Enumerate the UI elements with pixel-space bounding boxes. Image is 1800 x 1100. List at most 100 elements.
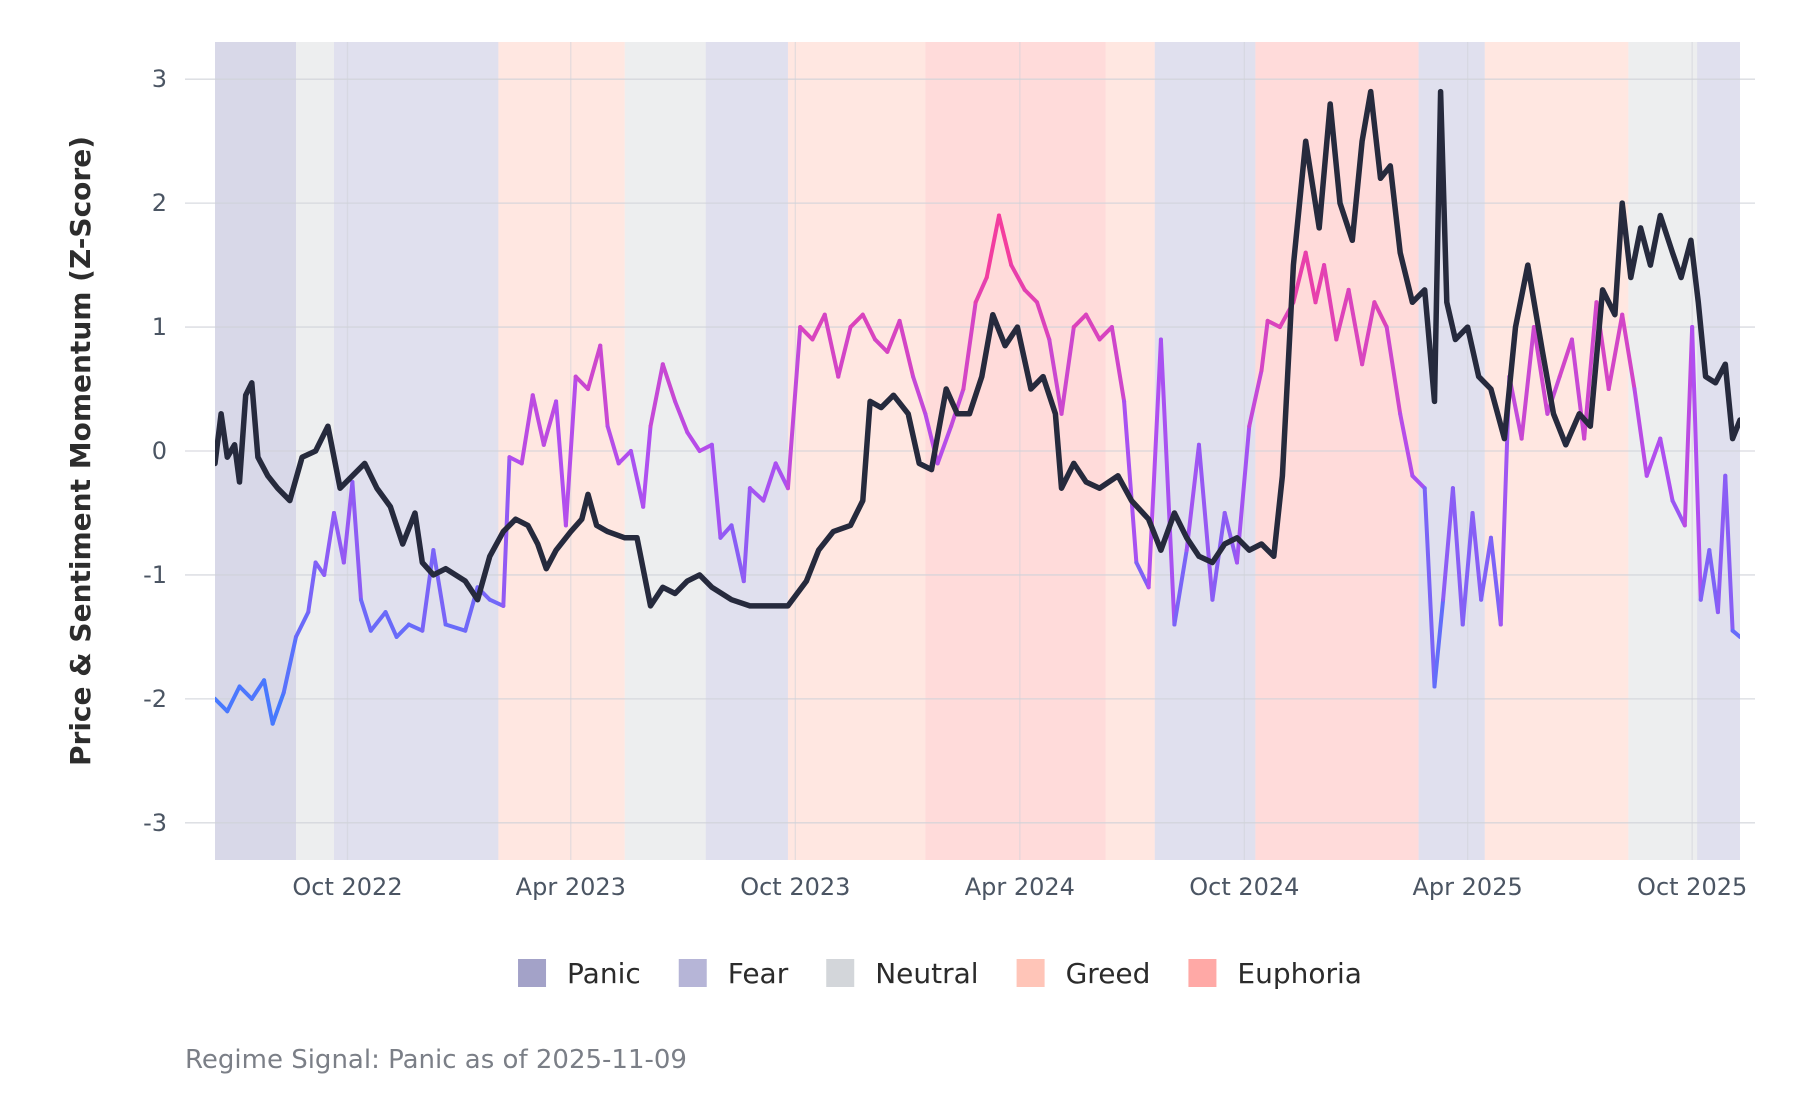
- sentiment-segment: [281, 634, 298, 695]
- sentiment-segment: [810, 312, 827, 342]
- sentiment-segment: [573, 374, 590, 392]
- sentiment-segment: [1158, 337, 1177, 627]
- sentiment-segment: [1360, 300, 1377, 367]
- legend-label: Greed: [1066, 957, 1151, 990]
- sentiment-segment: [628, 449, 646, 509]
- legend-label: Panic: [567, 957, 641, 990]
- sentiment-segment: [1059, 325, 1076, 416]
- sentiment-segment: [885, 318, 902, 354]
- sentiment-segment: [747, 486, 766, 503]
- sentiment-segment: [1303, 250, 1318, 305]
- y-axis-ticks: -3 -2 -1 0 1 2 3: [143, 65, 167, 837]
- sentiment-segment: [554, 399, 568, 528]
- sentiment-segment: [1441, 486, 1455, 602]
- legend-label: Fear: [728, 957, 789, 990]
- sentiment-segment: [718, 523, 734, 540]
- sentiment-segment: [1557, 337, 1574, 379]
- sentiment-segment: [660, 362, 678, 404]
- sentiment-segment: [836, 325, 853, 379]
- sentiment-segment: [616, 449, 633, 466]
- sentiment-segment: [225, 684, 242, 714]
- sentiment-segment: [1644, 436, 1663, 478]
- sentiment-segment: [1519, 325, 1536, 441]
- sentiment-segment: [873, 337, 890, 354]
- sentiment-segment: [585, 343, 603, 392]
- sentiment-segment: [1346, 287, 1365, 367]
- sentiment-segment: [1606, 312, 1625, 392]
- sentiment-segment: [1222, 510, 1239, 565]
- sentiment-segment: [961, 300, 978, 392]
- sentiment-segment: [1134, 560, 1151, 590]
- sentiment-segment: [1450, 486, 1465, 627]
- sentiment-segment: [1035, 300, 1052, 342]
- sentiment-segment: [1470, 510, 1484, 602]
- sentiment-segment: [394, 622, 411, 639]
- sentiment-segment: [332, 510, 346, 565]
- sentiment-segment: [1432, 597, 1446, 689]
- sentiment-segment: [1265, 318, 1282, 330]
- sentiment-segment: [911, 374, 928, 416]
- legend-swatch: [1188, 959, 1217, 987]
- x-tick-label: Apr 2024: [965, 873, 1075, 901]
- sentiment-segment: [519, 393, 535, 466]
- sentiment-segment: [648, 362, 665, 429]
- legend-label: Neutral: [875, 957, 978, 990]
- sentiment-segment: [1730, 628, 1740, 639]
- sentiment-segment: [270, 690, 286, 726]
- sentiment-segment: [1084, 312, 1102, 342]
- sentiment-segment: [1410, 473, 1427, 491]
- y-tick-label: -2: [143, 685, 167, 713]
- sentiment-segment: [443, 622, 468, 633]
- sentiment-segment: [605, 424, 621, 466]
- sentiment-segment: [1047, 337, 1064, 416]
- sentiment-segment: [1322, 263, 1339, 342]
- sentiment-segment: [860, 312, 878, 342]
- sentiment-segment: [798, 325, 815, 342]
- sentiment-series: [215, 213, 1740, 726]
- sentiment-segment: [1372, 300, 1389, 330]
- sentiment-segment: [822, 312, 841, 379]
- sentiment-segment: [420, 548, 436, 633]
- legend-item-neutral: Neutral: [826, 957, 979, 990]
- sentiment-segment: [673, 399, 690, 435]
- sentiment-segment: [1460, 510, 1475, 627]
- sentiment-segment: [358, 597, 373, 633]
- sentiment-segment: [935, 424, 954, 466]
- sentiment-segment: [1022, 287, 1040, 305]
- x-tick-label: Oct 2023: [740, 873, 850, 901]
- sentiment-segment: [1146, 337, 1163, 590]
- sentiment-segment: [1620, 312, 1637, 392]
- sentiment-segment: [1384, 325, 1403, 416]
- sentiment-segment: [1196, 442, 1215, 602]
- y-tick-label: 0: [152, 437, 167, 465]
- sentiment-segment: [1422, 486, 1437, 689]
- legend-item-greed: Greed: [1016, 957, 1151, 990]
- sentiment-segment: [996, 213, 1014, 268]
- y-tick-label: 3: [152, 65, 167, 93]
- sentiment-segment: [1247, 368, 1264, 429]
- y-tick-label: 1: [152, 313, 167, 341]
- price-series-line: [215, 88, 1740, 609]
- y-tick-label: 2: [152, 189, 167, 217]
- legend: Panic Fear Neutral Greed Euphoria: [518, 957, 1362, 990]
- sentiment-segment: [685, 430, 702, 453]
- x-tick-label: Oct 2025: [1637, 873, 1747, 901]
- sentiment-segment: [431, 548, 448, 627]
- sentiment-segment: [1291, 250, 1308, 305]
- y-tick-label: -1: [143, 561, 167, 589]
- legend-swatch: [1016, 959, 1045, 987]
- sentiment-segment: [1172, 548, 1189, 627]
- gridlines: [185, 42, 1755, 860]
- sentiment-segment: [563, 374, 578, 528]
- sentiment-segment: [1097, 325, 1114, 342]
- sentiment-segment: [1632, 387, 1649, 478]
- x-axis-ticks: Oct 2022 Apr 2023 Oct 2023 Apr 2024 Oct 2024…: [292, 873, 1747, 901]
- sentiment-segment: [785, 325, 803, 491]
- sentiment-segment: [237, 684, 254, 701]
- y-axis-title: Price & Sentiment Momentum (Z-Score): [64, 136, 97, 766]
- sentiment-segment: [1479, 535, 1493, 602]
- series-lines: [215, 88, 1740, 726]
- sentiment-segment: [487, 597, 506, 608]
